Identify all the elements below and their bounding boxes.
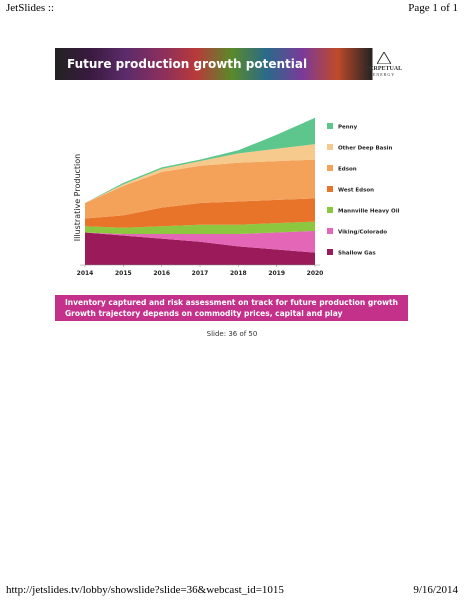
legend-swatch (327, 186, 333, 192)
x-tick-label: 2014 (77, 270, 94, 277)
logo: PERPETUAL ENERGY (364, 51, 404, 77)
legend-label: West Edson (338, 188, 374, 194)
x-tick-label: 2018 (230, 270, 247, 277)
x-tick-label: 2020 (307, 270, 324, 277)
area (85, 198, 315, 228)
area (85, 159, 315, 219)
footer-date: 9/16/2014 (413, 584, 458, 596)
legend-label: Shallow Gas (338, 251, 376, 257)
area (85, 232, 315, 265)
legend-label: Edson (338, 167, 357, 173)
legend-swatch (327, 207, 333, 213)
x-tick-label: 2019 (268, 270, 285, 277)
footer-url: http://jetslides.tv/lobby/showslide?slid… (6, 584, 284, 596)
slide-banner: Future production growth potential PERPE… (55, 48, 408, 80)
logo-name: PERPETUAL (365, 66, 403, 72)
legend-swatch (327, 165, 333, 171)
logo-sub: ENERGY (372, 72, 396, 77)
x-tick-label: 2016 (153, 270, 170, 277)
bullet: Inventory captured and risk assessment o… (65, 298, 398, 307)
x-tick-label: 2015 (115, 270, 132, 277)
chart: Shallow Gas Viking/Colorado Mannville Heav… (73, 117, 400, 277)
legend-swatch (327, 144, 333, 150)
header-right: Page 1 of 1 (408, 2, 458, 14)
area (85, 221, 315, 234)
legend-label: Penny (338, 125, 358, 131)
bullet: Growth trajectory depends on commodity p… (65, 309, 343, 329)
area (85, 117, 315, 203)
x-tick-label: 2017 (192, 270, 209, 277)
area (85, 230, 315, 253)
logo-icon (376, 51, 392, 65)
legend-label: Other Deep Basin (338, 146, 393, 152)
header-left: JetSlides :: (6, 2, 54, 14)
legend-swatch (327, 228, 333, 234)
slide-counter: Slide: 36 of 50 (206, 330, 258, 338)
legend-label: Mannville Heavy Oil (338, 209, 400, 215)
legend-swatch (327, 249, 333, 255)
legend-label: Viking/Colorado (338, 230, 387, 236)
legend-swatch (327, 123, 333, 129)
slide-title: Future production growth potential (67, 57, 308, 71)
y-axis-label: Illustrative Production (73, 154, 82, 242)
slide-bullets: Inventory captured and risk assessment o… (55, 295, 408, 329)
area (85, 144, 315, 203)
